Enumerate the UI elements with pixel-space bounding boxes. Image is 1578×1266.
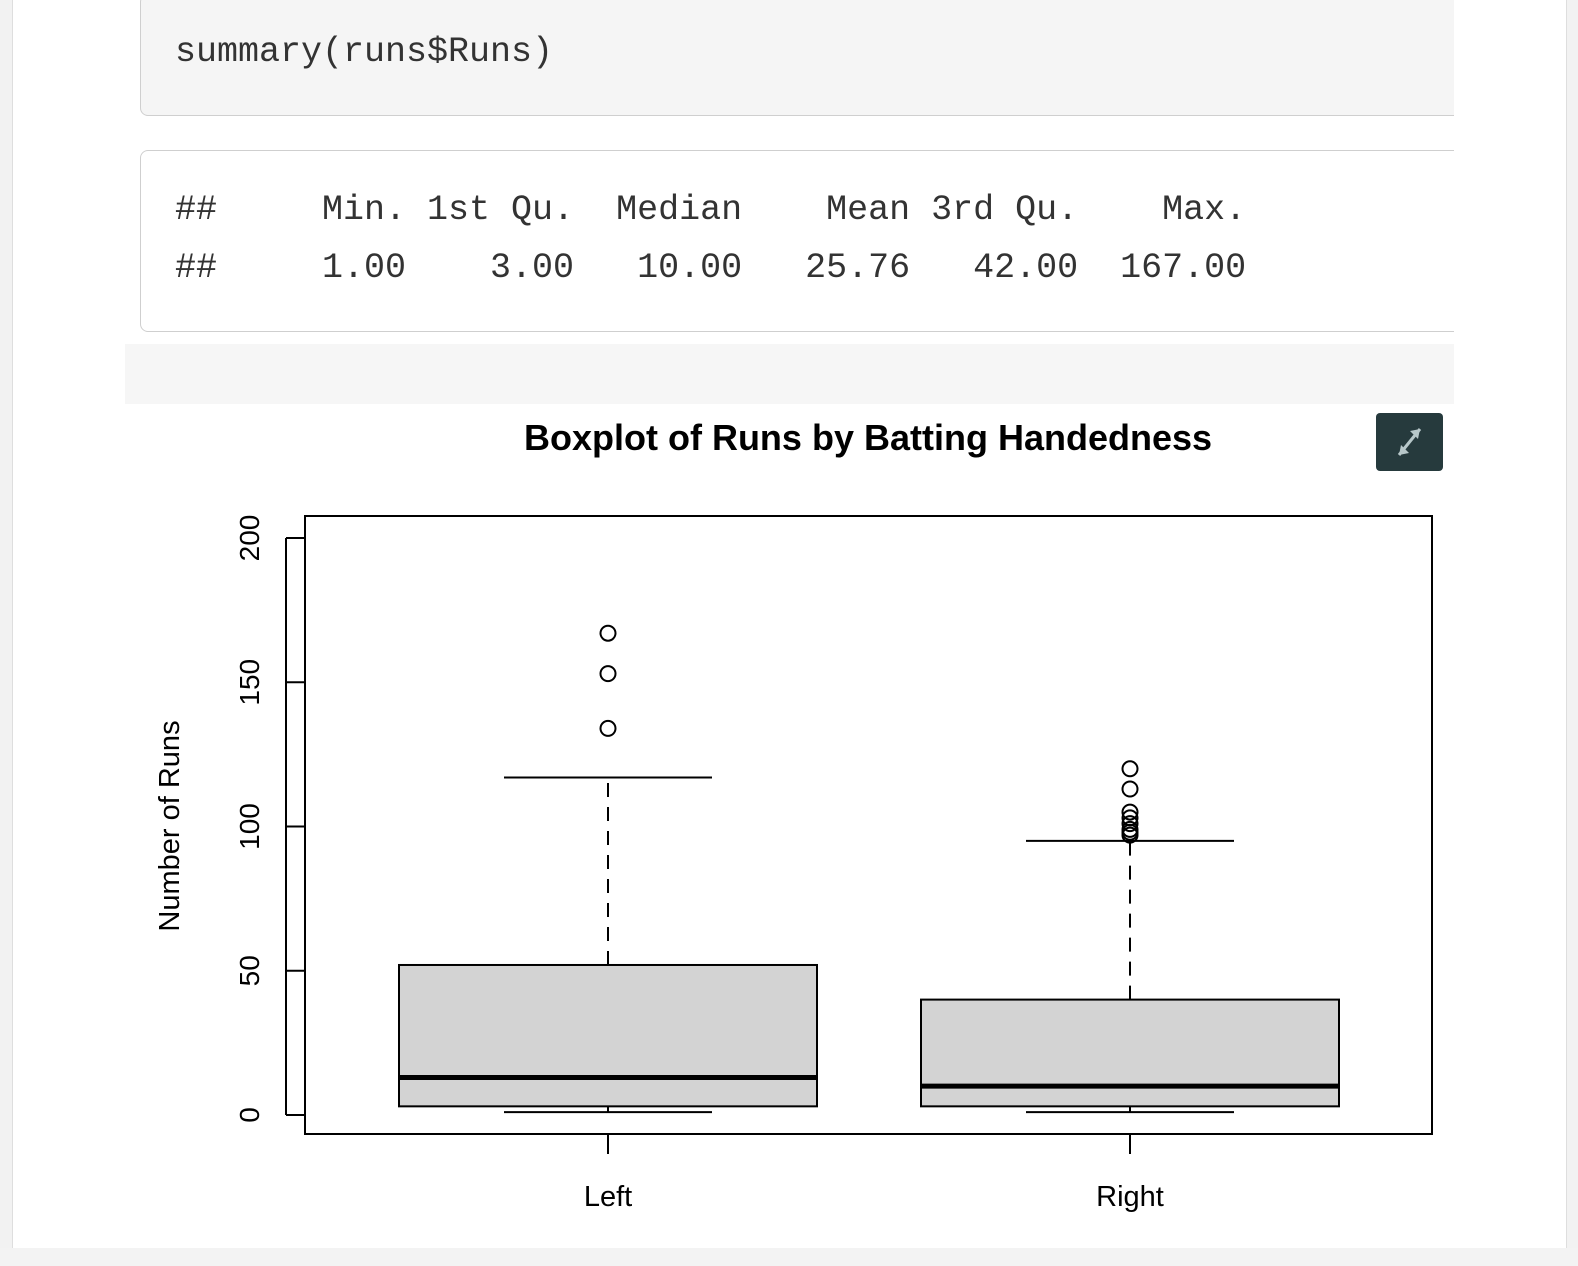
y-axis: 0 50 100 150 200	[234, 515, 305, 1123]
expand-arrows-icon	[1397, 428, 1422, 456]
expand-plot-button[interactable]	[1376, 413, 1443, 471]
box-group-left	[398, 624, 818, 1114]
x-tick-label: Left	[584, 1181, 632, 1213]
boxes	[398, 624, 1340, 1114]
y-tick-label: 0	[234, 1107, 265, 1123]
code-source: summary(runs$Runs)	[175, 32, 554, 72]
outlier-point	[1121, 803, 1139, 821]
box-group-right	[920, 760, 1340, 1114]
y-tick-label: 100	[234, 803, 265, 850]
outlier-point	[1121, 780, 1139, 798]
x-axis: Left Right	[584, 1134, 1164, 1213]
page-bottom-edge	[0, 1248, 1578, 1266]
plot-frame	[304, 515, 1433, 1135]
outlier-point	[1121, 809, 1139, 827]
page-right-border	[1566, 0, 1567, 1266]
outlier-point	[1121, 760, 1139, 778]
output-values-line: ## 1.00 3.00 10.00 25.76 42.00 167.00	[175, 248, 1268, 288]
code-chunk	[140, 0, 1470, 116]
y-tick-label: 50	[234, 955, 265, 986]
chart-title: Boxplot of Runs by Batting Handedness	[524, 417, 1212, 458]
y-axis-label: Number of Runs	[154, 720, 186, 931]
outlier-point	[599, 665, 617, 683]
code-output	[140, 150, 1470, 332]
boxplot-chart: Boxplot of Runs by Batting Handedness Nu…	[154, 417, 1433, 1213]
page-left-border	[12, 0, 13, 1266]
box	[398, 963, 818, 1108]
outlier-point	[1121, 815, 1139, 833]
page-right-margin	[1454, 0, 1566, 1266]
outlier-point	[1121, 820, 1139, 838]
outlier-point	[599, 624, 617, 642]
outlier-point	[599, 719, 617, 737]
x-tick-label: Right	[1096, 1181, 1164, 1213]
plot-panel	[125, 404, 1454, 1266]
chunk-separator	[125, 344, 1454, 404]
box	[920, 998, 1340, 1108]
y-tick-label: 150	[234, 659, 265, 706]
output-header-line: ## Min. 1st Qu. Median Mean 3rd Qu. Max.	[175, 190, 1268, 230]
y-tick-label: 200	[234, 515, 265, 562]
